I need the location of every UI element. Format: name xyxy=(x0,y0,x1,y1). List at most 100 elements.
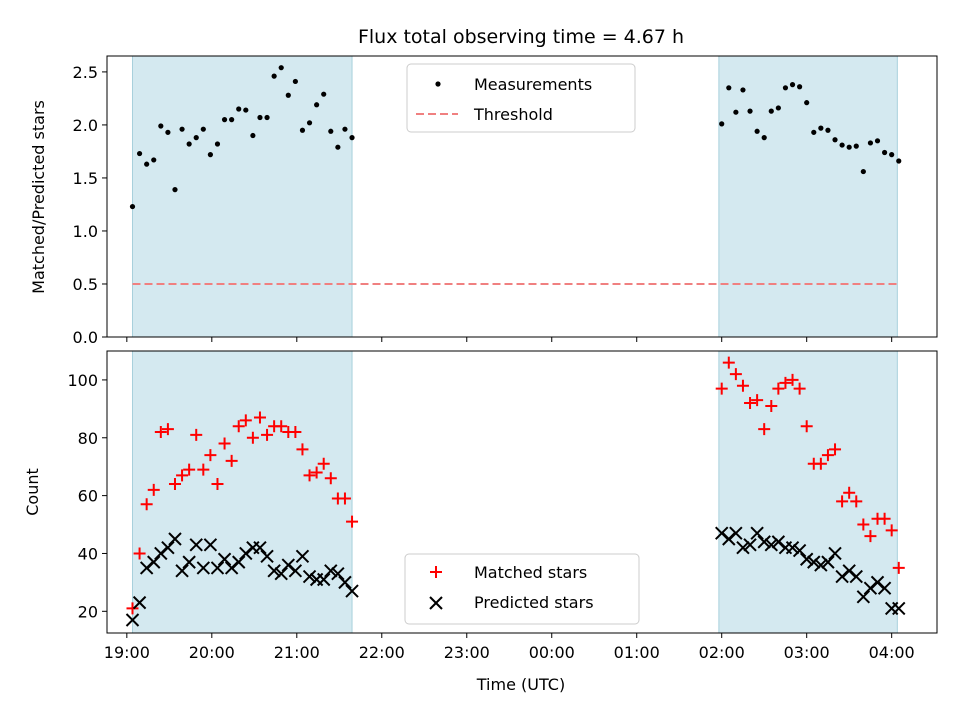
measurement-point-40 xyxy=(775,105,781,111)
predicted-point-48 xyxy=(828,546,842,561)
matched-point-43 xyxy=(793,382,806,395)
measurement-point-4 xyxy=(158,123,164,129)
predicted-point-27 xyxy=(316,572,331,587)
matched-point-5 xyxy=(161,423,174,436)
measurement-point-23 xyxy=(292,78,298,85)
matched-point-25 xyxy=(303,469,316,482)
predicted-point-25 xyxy=(302,569,317,584)
measurement-point-11 xyxy=(207,152,213,158)
measurement-point-1 xyxy=(136,150,143,157)
legend-threshold-label: Threshold xyxy=(473,105,553,124)
bottom-y-tick-label-2: 60 xyxy=(78,487,98,506)
measurement-point-20 xyxy=(271,73,277,79)
predicted-point-3 xyxy=(147,555,161,569)
measurement-point-33 xyxy=(726,85,732,91)
bottom-y-tick-label-0: 20 xyxy=(78,602,98,621)
predicted-point-34 xyxy=(729,526,743,540)
predicted-point-51 xyxy=(849,569,863,584)
measurement-point-18 xyxy=(257,114,263,121)
top-panel: 0.0 0.5 1.0 1.5 2.0 2.5 xyxy=(73,55,938,347)
x-tick-label-6: 01:00 xyxy=(614,643,660,662)
measurement-point-34 xyxy=(733,109,739,115)
measurement-point-6 xyxy=(172,187,178,193)
x-tick-label-8: 03:00 xyxy=(784,643,830,662)
bottom-panel: 19:00 20:00 21:00 22:00 23:00 00:00 01:00 02:00… xyxy=(67,350,938,662)
measurement-point-46 xyxy=(818,125,824,131)
predicted-point-6 xyxy=(168,532,182,546)
measurement-point-2 xyxy=(144,161,150,167)
matched-point-32 xyxy=(715,382,728,395)
x-axis-label: Time (UTC) xyxy=(476,675,565,694)
measurement-point-54 xyxy=(874,138,881,144)
matched-point-14 xyxy=(225,454,238,467)
matched-point-7 xyxy=(176,469,189,482)
legend-matched-label: Matched stars xyxy=(474,563,587,582)
matched-point-34 xyxy=(729,368,742,381)
measurement-point-41 xyxy=(782,85,789,91)
top-y-tick-label-3: 1.5 xyxy=(73,169,98,188)
matched-point-19 xyxy=(261,428,274,441)
measurement-point-36 xyxy=(747,108,753,114)
bottom-y-tick-label-3: 80 xyxy=(78,429,98,448)
matched-point-12 xyxy=(211,478,224,491)
matched-point-51 xyxy=(850,495,863,508)
measurement-point-47 xyxy=(825,127,831,133)
legend-predicted-marker xyxy=(429,596,443,610)
matched-point-55 xyxy=(878,512,891,525)
matched-point-30 xyxy=(338,492,351,505)
x-tick-label-4: 23:00 xyxy=(444,643,490,662)
measurement-point-16 xyxy=(243,107,249,113)
matched-point-27 xyxy=(317,457,330,470)
measurement-point-45 xyxy=(811,129,817,135)
top-y-tick-label-2: 1.0 xyxy=(73,222,98,241)
matched-point-57 xyxy=(892,561,905,574)
measurement-point-49 xyxy=(839,142,845,148)
matched-point-35 xyxy=(736,379,749,392)
measurement-point-55 xyxy=(881,149,888,156)
measurement-point-44 xyxy=(804,100,810,106)
top-legend: Measurements Threshold xyxy=(406,63,636,133)
matched-point-42 xyxy=(786,373,799,386)
measurement-point-50 xyxy=(846,144,852,150)
legend-measurements-label: Measurements xyxy=(474,75,592,94)
predicted-point-36 xyxy=(743,538,757,552)
matched-point-23 xyxy=(289,425,302,438)
top-observing-window-1 xyxy=(131,55,353,338)
bottom-observing-window-1 xyxy=(131,350,353,634)
matched-point-36 xyxy=(744,397,757,410)
measurement-point-17 xyxy=(250,132,256,139)
matched-point-18 xyxy=(253,411,266,424)
predicted-point-43 xyxy=(792,543,807,558)
chart-title: Flux total observing time = 4.67 h xyxy=(358,26,684,48)
predicted-point-5 xyxy=(161,540,175,555)
measurement-point-19 xyxy=(264,114,270,121)
matched-point-40 xyxy=(772,382,785,395)
matched-point-11 xyxy=(204,449,217,462)
measurement-point-38 xyxy=(761,135,767,141)
predicted-point-8 xyxy=(182,555,196,569)
matched-point-52 xyxy=(857,518,870,531)
measurement-point-29 xyxy=(335,144,341,150)
measurement-point-56 xyxy=(889,152,895,158)
measurement-point-39 xyxy=(768,108,774,114)
matched-point-9 xyxy=(190,428,203,441)
matched-point-0 xyxy=(126,602,139,615)
measurement-point-30 xyxy=(342,126,348,132)
measurement-point-15 xyxy=(236,106,242,112)
matched-point-37 xyxy=(751,394,764,407)
predicted-point-0 xyxy=(125,613,140,627)
measurement-point-10 xyxy=(200,126,206,132)
bottom-y-tick-label-1: 40 xyxy=(78,544,98,563)
measurement-point-42 xyxy=(789,82,796,88)
predicted-point-47 xyxy=(821,555,835,569)
measurement-point-37 xyxy=(754,128,760,134)
predicted-point-12 xyxy=(210,561,225,575)
measurement-point-21 xyxy=(278,65,284,71)
predicted-point-24 xyxy=(295,549,310,564)
measurement-point-52 xyxy=(860,168,866,175)
bottom-y-tick-label-4: 100 xyxy=(67,371,98,390)
x-tick-label-1: 20:00 xyxy=(189,643,235,662)
measurement-point-26 xyxy=(314,102,320,108)
matched-point-17 xyxy=(246,431,259,444)
predicted-point-57 xyxy=(892,601,906,616)
